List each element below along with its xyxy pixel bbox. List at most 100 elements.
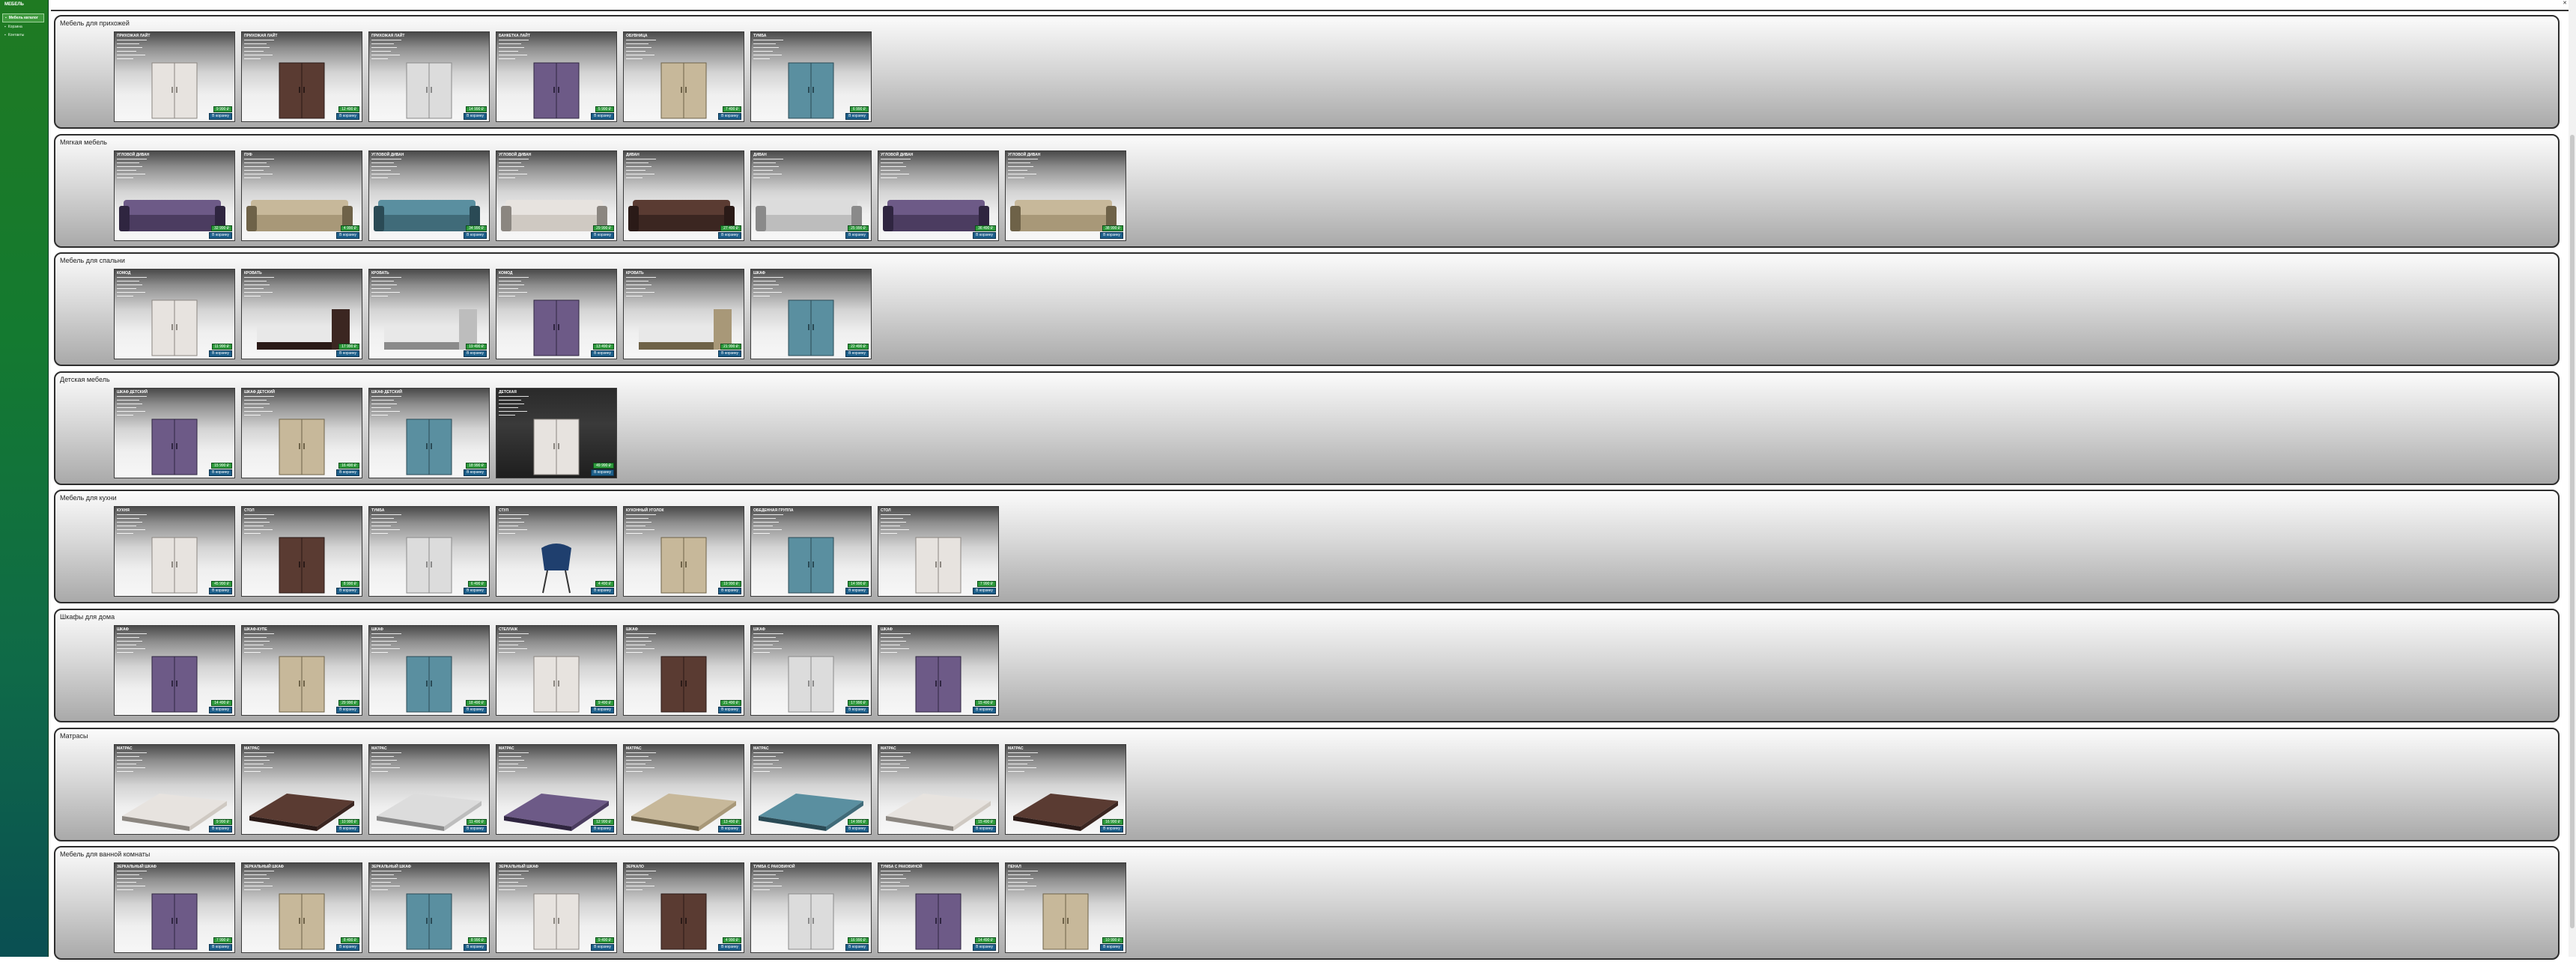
add-to-cart-button[interactable]: В корзину [591,706,614,713]
product-card[interactable]: Зеркало 4 990 ₽ В корзину [623,862,744,954]
add-to-cart-button[interactable]: В корзину [336,588,359,595]
product-card[interactable]: Тумба 6 490 ₽ В корзину [368,506,490,597]
add-to-cart-button[interactable]: В корзину [209,706,232,713]
add-to-cart-button[interactable]: В корзину [591,588,614,595]
product-card[interactable]: Обувница 7 490 ₽ В корзину [623,31,744,122]
product-card[interactable]: Матрас 15 490 ₽ В корзину [878,743,999,835]
add-to-cart-button[interactable]: В корзину [209,825,232,832]
product-card[interactable]: Стол 7 990 ₽ В корзину [878,506,999,597]
product-card[interactable]: Шкаф детский 18 990 ₽ В корзину [368,387,490,478]
add-to-cart-button[interactable]: В корзину [973,588,996,595]
add-to-cart-button[interactable]: В корзину [718,825,741,832]
add-to-cart-button[interactable]: В корзину [591,231,614,239]
add-to-cart-button[interactable]: В корзину [464,113,487,120]
product-card[interactable]: Банкетка Лайт 5 990 ₽ В корзину [496,31,617,122]
add-to-cart-button[interactable]: В корзину [591,944,614,952]
add-to-cart-button[interactable]: В корзину [336,706,359,713]
add-to-cart-button[interactable]: В корзину [845,350,869,358]
add-to-cart-button[interactable]: В корзину [336,231,359,239]
add-to-cart-button[interactable]: В корзину [591,113,614,120]
product-card[interactable]: Угловой диван 34 990 ₽ В корзину [368,150,490,241]
add-to-cart-button[interactable]: В корзину [209,113,232,120]
add-to-cart-button[interactable]: В корзину [464,706,487,713]
add-to-cart-button[interactable]: В корзину [718,113,741,120]
product-card[interactable]: Прихожая Лайт 14 990 ₽ В корзину [368,31,490,122]
product-card[interactable]: Диван 25 990 ₽ В корзину [750,150,872,241]
product-card[interactable]: Стеллаж 9 490 ₽ В корзину [496,624,617,716]
add-to-cart-button[interactable]: В корзину [209,231,232,239]
add-to-cart-button[interactable]: В корзину [464,231,487,239]
product-card[interactable]: Шкаф 17 990 ₽ В корзину [750,624,872,716]
product-card[interactable]: Шкаф детский 16 490 ₽ В корзину [241,387,362,478]
add-to-cart-button[interactable]: В корзину [336,944,359,952]
add-to-cart-button[interactable]: В корзину [591,469,614,476]
product-card[interactable]: Кровать 19 490 ₽ В корзину [368,269,490,360]
add-to-cart-button[interactable]: В корзину [591,350,614,358]
product-card[interactable]: Комод 11 990 ₽ В корзину [114,269,235,360]
product-card[interactable]: Шкаф детский 15 990 ₽ В корзину [114,387,235,478]
add-to-cart-button[interactable]: В корзину [973,231,996,239]
product-card[interactable]: Кровать 17 990 ₽ В корзину [241,269,362,360]
product-card[interactable]: Матрас 13 490 ₽ В корзину [623,743,744,835]
product-card[interactable]: Матрас 9 990 ₽ В корзину [114,743,235,835]
add-to-cart-button[interactable]: В корзину [209,350,232,358]
product-card[interactable]: Диван 27 490 ₽ В корзину [623,150,744,241]
add-to-cart-button[interactable]: В корзину [845,588,869,595]
product-card[interactable]: Стул 4 490 ₽ В корзину [496,506,617,597]
add-to-cart-button[interactable]: В корзину [1100,944,1123,952]
product-card[interactable]: Шкаф-купе 29 990 ₽ В корзину [241,624,362,716]
add-to-cart-button[interactable]: В корзину [1100,825,1123,832]
scrollbar-thumb[interactable] [2570,135,2575,928]
product-card[interactable]: Обеденная группа 14 990 ₽ В корзину [750,506,872,597]
add-to-cart-button[interactable]: В корзину [336,469,359,476]
product-card[interactable]: Матрас 10 990 ₽ В корзину [241,743,362,835]
add-to-cart-button[interactable]: В корзину [464,825,487,832]
product-card[interactable]: Прихожая Лайт 9 990 ₽ В корзину [114,31,235,122]
close-icon[interactable]: ✕ [2563,1,2567,6]
product-card[interactable]: Шкаф 18 490 ₽ В корзину [368,624,490,716]
sidebar-item-2[interactable]: ▪ Контакты [2,31,44,39]
add-to-cart-button[interactable]: В корзину [973,706,996,713]
add-to-cart-button[interactable]: В корзину [973,825,996,832]
product-card[interactable]: Угловой диван 38 990 ₽ В корзину [1005,150,1126,241]
product-card[interactable]: Зеркальный шкаф 7 990 ₽ В корзину [114,862,235,954]
product-card[interactable]: Тумба с раковиной 14 490 ₽ В корзину [878,862,999,954]
product-card[interactable]: Стол 8 990 ₽ В корзину [241,506,362,597]
product-card[interactable]: Угловой диван 32 990 ₽ В корзину [114,150,235,241]
product-card[interactable]: Шкаф 21 490 ₽ В корзину [623,624,744,716]
product-card[interactable]: Кухонный уголок 19 990 ₽ В корзину [623,506,744,597]
add-to-cart-button[interactable]: В корзину [718,350,741,358]
product-card[interactable]: Матрас 11 490 ₽ В корзину [368,743,490,835]
add-to-cart-button[interactable]: В корзину [591,825,614,832]
add-to-cart-button[interactable]: В корзину [1100,231,1123,239]
product-card[interactable]: Зеркальный шкаф 8 990 ₽ В корзину [368,862,490,954]
add-to-cart-button[interactable]: В корзину [336,350,359,358]
add-to-cart-button[interactable]: В корзину [718,706,741,713]
product-card[interactable]: Тумба с раковиной 16 990 ₽ В корзину [750,862,872,954]
add-to-cart-button[interactable]: В корзину [464,469,487,476]
add-to-cart-button[interactable]: В корзину [336,113,359,120]
product-card[interactable]: Матрас 16 990 ₽ В корзину [1005,743,1126,835]
product-card[interactable]: Кухня 45 990 ₽ В корзину [114,506,235,597]
product-card[interactable]: Детская 49 990 ₽ В корзину [496,387,617,478]
product-card[interactable]: Прихожая Лайт 12 490 ₽ В корзину [241,31,362,122]
add-to-cart-button[interactable]: В корзину [336,825,359,832]
add-to-cart-button[interactable]: В корзину [464,944,487,952]
add-to-cart-button[interactable]: В корзину [845,825,869,832]
product-card[interactable]: Угловой диван 29 990 ₽ В корзину [496,150,617,241]
add-to-cart-button[interactable]: В корзину [464,588,487,595]
add-to-cart-button[interactable]: В корзину [209,469,232,476]
add-to-cart-button[interactable]: В корзину [845,231,869,239]
product-card[interactable]: Кровать 21 990 ₽ В корзину [623,269,744,360]
add-to-cart-button[interactable]: В корзину [973,944,996,952]
sidebar-item-0[interactable]: ▪ Мебель каталог [2,13,44,22]
product-card[interactable]: Матрас 14 990 ₽ В корзину [750,743,872,835]
product-card[interactable]: Шкаф 15 490 ₽ В корзину [878,624,999,716]
add-to-cart-button[interactable]: В корзину [845,706,869,713]
add-to-cart-button[interactable]: В корзину [209,588,232,595]
product-card[interactable]: Комод 13 490 ₽ В корзину [496,269,617,360]
product-card[interactable]: Тумба 6 990 ₽ В корзину [750,31,872,122]
add-to-cart-button[interactable]: В корзину [718,944,741,952]
product-card[interactable]: Угловой диван 36 490 ₽ В корзину [878,150,999,241]
product-card[interactable]: Пуф 4 990 ₽ В корзину [241,150,362,241]
